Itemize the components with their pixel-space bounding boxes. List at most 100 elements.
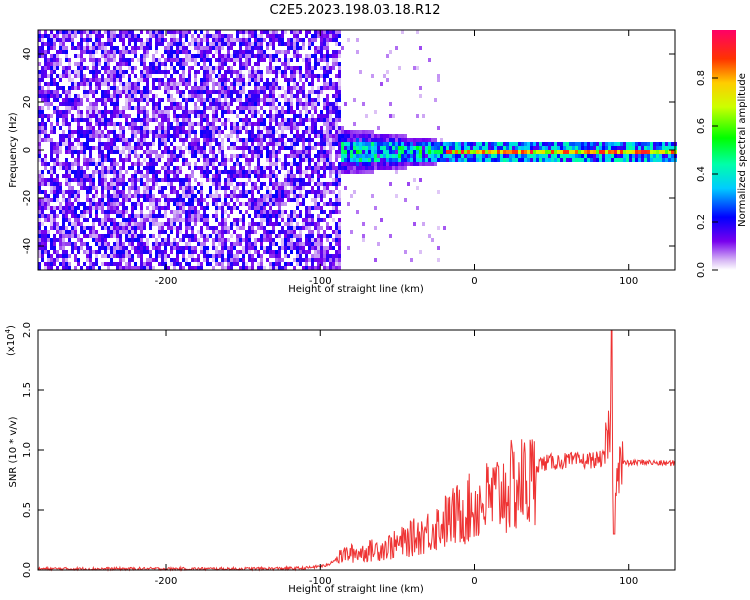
spectrogram-cell [518,158,521,162]
spectrogram-cell [104,54,107,58]
spectrogram-cell [179,186,182,190]
spectrogram-cell [110,58,113,62]
spectrogram-cell [281,190,284,194]
spectrogram-cell [134,50,137,54]
spectrogram-cell [104,238,107,242]
spectrogram-cell [122,254,125,258]
spectrogram-cell [341,146,344,150]
spectrogram-cell [299,54,302,58]
spectrogram-cell [401,166,404,170]
spectrogram-cell [305,226,308,230]
spectrogram-cell [290,166,293,170]
spectrogram-cell [38,262,41,266]
spectrogram-cell [338,66,341,70]
spectrogram-cell [299,234,302,238]
spectrogram-cell [467,142,470,146]
spectrogram-cell [203,126,206,130]
spectrogram-cell [353,154,356,158]
spectrogram-cell [137,86,140,90]
spectrogram-cell [176,258,179,262]
spectrogram-cell [254,46,257,50]
spectrogram-cell [104,234,107,238]
spectrogram-cell [254,134,257,138]
spectrogram-cell [266,126,269,130]
spectrogram-cell [329,70,332,74]
spectrogram-cell [359,130,362,134]
spectrogram-cell [209,146,212,150]
spectrogram-cell [59,238,62,242]
spectrogram-cell [230,210,233,214]
spectrogram-cell [116,186,119,190]
spectrogram-cell [575,158,578,162]
spectrogram-cell [209,122,212,126]
spectrogram-cell [293,218,296,222]
spectrogram-cell [221,246,224,250]
spectrogram-cell [536,150,539,154]
spectrogram-cell [122,206,125,210]
spectrogram-cell [347,154,350,158]
spectrogram-cell [317,62,320,66]
spectrogram-cell [314,206,317,210]
spectrogram-cell [113,54,116,58]
spectrogram-cell [263,170,266,174]
spectrogram-cell [56,182,59,186]
spectrogram-cell [257,110,260,114]
spectrogram-cell [260,154,263,158]
spectrogram-cell [281,238,284,242]
spectrogram-cell [200,122,203,126]
spectrogram-cell [140,222,143,226]
spectrogram-cell [293,230,296,234]
spectrogram-cell [83,50,86,54]
spectrogram-cell [212,34,215,38]
spectrogram-cell [101,122,104,126]
spectrogram-cell [266,202,269,206]
spectrogram-cell [197,158,200,162]
spectrogram-cell [230,34,233,38]
spectrogram-cell [257,238,260,242]
spectrogram-cell [44,62,47,66]
spectrogram-cell [203,146,206,150]
spectrogram-cell [116,198,119,202]
spectrogram-cell [59,146,62,150]
spectrogram-cell [239,146,242,150]
spectrogram-cell [248,70,251,74]
spectrogram-cell [176,158,179,162]
spectrogram-cell [182,46,185,50]
spectrogram-cell [176,174,179,178]
spectrogram-cell [149,130,152,134]
spectrogram-cell [77,198,80,202]
spectrogram-cell [173,218,176,222]
spectrogram-cell [266,154,269,158]
spectrogram-cell [185,162,188,166]
spectrogram-cell [287,138,290,142]
spectrogram-cell [137,82,140,86]
spectrogram-cell [527,158,530,162]
spectrogram-cell [125,114,128,118]
spectrogram-cell [56,90,59,94]
spectrogram-cell [86,242,89,246]
spectrogram-cell [107,142,110,146]
spectrogram-cell [122,70,125,74]
spectrogram-cell [140,138,143,142]
spectrogram-cell [206,30,209,34]
spectrogram-cell [182,138,185,142]
spectrogram-cell [227,226,230,230]
spectrogram-cell [371,170,374,174]
spectrogram-cell [89,46,92,50]
spectrogram-cell [74,70,77,74]
spectrogram-cell [50,150,53,154]
spectrogram-cell [329,106,332,110]
spectrogram-cell [320,242,323,246]
spectrogram-cell [119,122,122,126]
spectrogram-cell [59,74,62,78]
spectrogram-cell [161,142,164,146]
spectrogram-cell [179,198,182,202]
spectrogram-cell [305,150,308,154]
spectrogram-cell [53,250,56,254]
spectrogram-cell [458,142,461,146]
spectrogram-cell [215,102,218,106]
spectrogram-cell [179,106,182,110]
spectrogram-cell [389,162,392,166]
spectrogram-cell [293,78,296,82]
spectrogram-cell [257,158,260,162]
